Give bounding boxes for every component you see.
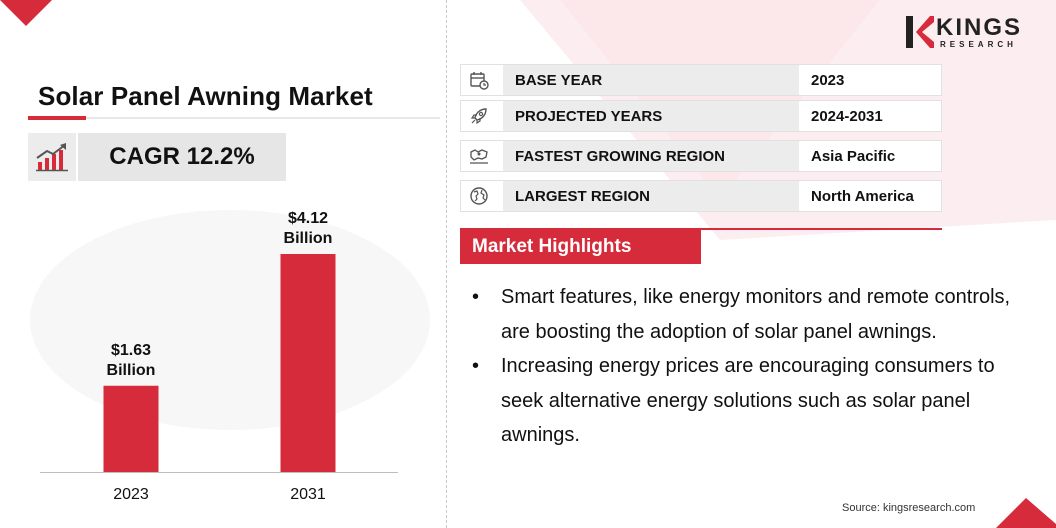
highlights-heading: Market Highlights — [460, 230, 701, 264]
list-item: • Smart features, like energy monitors a… — [470, 280, 1030, 349]
bar-2031 — [280, 254, 336, 472]
list-item: • Increasing energy prices are encouragi… — [470, 349, 1030, 453]
title-underline — [28, 117, 440, 119]
info-row-largest-region: LARGEST REGION North America — [460, 180, 942, 212]
bar-2023 — [103, 385, 159, 472]
globe-icon — [461, 181, 497, 211]
bullet-dot: • — [472, 355, 480, 377]
info-value: Asia Pacific — [811, 147, 896, 165]
highlight-text: Increasing energy prices are encouraging… — [501, 355, 995, 446]
info-label: PROJECTED YEARS — [503, 101, 799, 131]
highlights-list: • Smart features, like energy monitors a… — [470, 280, 1030, 453]
growth-chart-icon — [36, 143, 68, 172]
corner-triangle-top-left — [0, 0, 52, 26]
title-underline-accent — [28, 116, 86, 120]
data-label-2023: $1.63 — [111, 342, 151, 359]
data-label-2023: Billion — [107, 362, 156, 379]
highlight-text: Smart features, like energy monitors and… — [501, 286, 1011, 343]
info-row-projected-years: PROJECTED YEARS 2024-2031 — [460, 100, 942, 132]
region-map-icon — [461, 141, 497, 171]
x-tick-label: 2023 — [113, 486, 149, 503]
highlights-rule — [460, 228, 942, 230]
brand-logo: KINGS RESEARCH — [904, 14, 1034, 54]
data-label-2031: $4.12 — [288, 210, 328, 227]
info-label: FASTEST GROWING REGION — [503, 141, 799, 171]
info-label: BASE YEAR — [503, 65, 799, 95]
bullet-dot: • — [472, 286, 480, 308]
rocket-icon — [461, 101, 497, 131]
info-row-fastest-growing-region: FASTEST GROWING REGION Asia Pacific — [460, 140, 942, 172]
cagr-box: CAGR 12.2% — [78, 133, 286, 181]
panel-divider — [446, 0, 447, 528]
info-value: 2024-2031 — [811, 107, 883, 125]
info-row-base-year: BASE YEAR 2023 — [460, 64, 942, 96]
page-title: Solar Panel Awning Market — [38, 81, 373, 111]
info-label: LARGEST REGION — [503, 181, 799, 211]
data-label-2031: Billion — [284, 230, 333, 247]
x-tick-label: 2031 — [290, 486, 326, 503]
kings-logo-mark — [906, 16, 934, 48]
info-value: 2023 — [811, 71, 845, 89]
brand-name: KINGS — [936, 14, 1023, 41]
calendar-clock-icon — [461, 65, 497, 95]
cagr-value: CAGR 12.2% — [109, 143, 255, 170]
corner-triangle-bottom-right — [996, 498, 1056, 528]
source-text: Source: kingsresearch.com — [842, 502, 976, 514]
brand-subname: RESEARCH — [940, 40, 1017, 49]
bar-chart: $1.63 Billion 2023 $4.12 Billion 2031 — [40, 210, 398, 503]
cagr-icon-box — [28, 133, 76, 181]
info-value: North America — [811, 187, 914, 205]
